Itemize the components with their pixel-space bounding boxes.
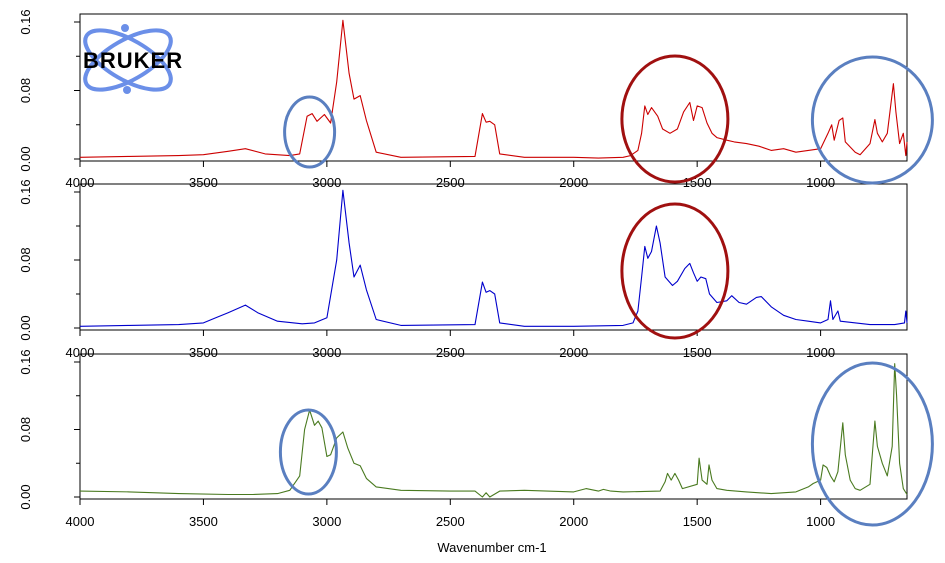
logo-dot-top (121, 24, 129, 32)
x-tick-label: 4000 (66, 514, 95, 529)
x-tick-label: 1000 (806, 175, 835, 190)
y-tick-label: 0.08 (18, 247, 33, 272)
x-tick-label: 1000 (806, 345, 835, 360)
x-tick-label: 1500 (683, 514, 712, 529)
annotation-rings (278, 54, 934, 527)
spectrum-line-middle (79, 189, 908, 327)
x-tick-label: 2500 (436, 345, 465, 360)
x-tick-label: 4000 (66, 175, 95, 190)
x-tick-label: 3000 (312, 514, 341, 529)
y-tick-label: 0.00 (18, 315, 33, 340)
y-tick-label: 0.08 (18, 417, 33, 442)
x-tick-label: 2500 (436, 514, 465, 529)
ring-ch-aromatic-bottom (278, 408, 338, 496)
ring-carbonyl-middle (620, 202, 730, 340)
x-tick-label: 3500 (189, 345, 218, 360)
panel-bottom: 0.00 0.08 0.16 4000 3500 3000 2500 2000 1500 1000 (18, 349, 908, 529)
spectra-panels: 0.00 0.08 0.16 4000 3500 3000 2500 2000 1500 1000… (18, 9, 908, 529)
x-tick-label: 2000 (559, 514, 588, 529)
ring-fingerprint-bottom (810, 361, 934, 527)
ring-carbonyl-top (620, 54, 730, 184)
x-tick-label: 3500 (189, 514, 218, 529)
panel-frame (79, 183, 908, 331)
y-tick-label: 0.00 (18, 484, 33, 509)
logo-text: BRUKER (83, 48, 183, 73)
y-tick-label: 0.00 (18, 146, 33, 171)
x-tick-label: 2500 (436, 175, 465, 190)
logo-ring-2 (83, 28, 173, 92)
x-tick-label: 1000 (806, 514, 835, 529)
panel-frame (79, 353, 908, 500)
x-axis-label: Wavenumber cm-1 (437, 540, 546, 555)
x-tick-label: 2000 (559, 345, 588, 360)
panel-middle: 0.00 0.08 0.16 4000 3500 3000 2500 2000 1500 1000 (18, 179, 908, 360)
y-tick-label: 0.16 (18, 179, 33, 204)
ring-ch-aromatic-top (283, 95, 337, 169)
ring-fingerprint-top (810, 55, 934, 185)
x-tick-label: 1500 (683, 345, 712, 360)
panel-frame (79, 13, 908, 162)
x-tick-label: 3000 (312, 175, 341, 190)
logo-dot-bottom (123, 86, 131, 94)
x-tick-label: 2000 (559, 175, 588, 190)
y-tick-label: 0.16 (18, 349, 33, 374)
spectrum-line-bottom (79, 363, 908, 498)
x-tick-label: 4000 (66, 345, 95, 360)
logo-ring-1 (83, 28, 173, 92)
spectrum-line-top (79, 19, 908, 159)
bruker-logo: BRUKER (83, 24, 183, 94)
x-tick-label: 3000 (312, 345, 341, 360)
y-tick-label: 0.08 (18, 78, 33, 103)
y-tick-label: 0.16 (18, 9, 33, 34)
x-tick-label: 3500 (189, 175, 218, 190)
